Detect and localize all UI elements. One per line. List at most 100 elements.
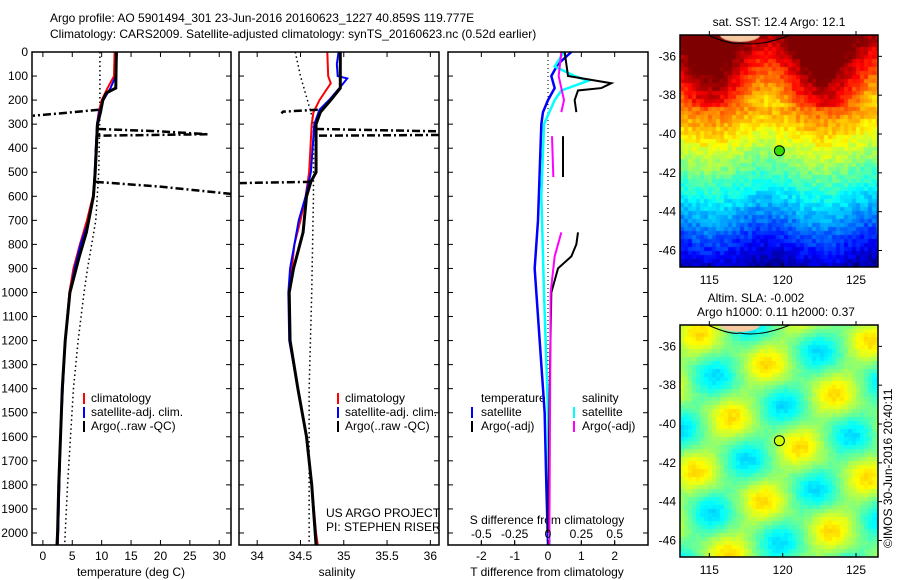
x-tick-label: 2 [611,549,618,563]
y-tick-label: 600 [8,189,28,203]
legend-swatch-satellite [83,407,85,418]
legend-swatch-t-argo [471,421,473,432]
argo-raw-spike [97,132,208,137]
diff-profile-temperature-satellite [533,51,573,546]
legend-swatch-argo [83,421,85,432]
legend-label: climatology [91,391,151,405]
map-y-tick-label: -44 [659,205,677,219]
x-tick-label: 35 [337,549,351,563]
sal-legend: climatology satellite-adj. clim. Argo(..… [337,391,437,433]
x-tick-label: 15 [124,549,138,563]
map-y-tick-label: -38 [659,378,677,392]
s-tick-label: -0.5 [471,527,492,541]
y-tick-label: 1400 [1,382,28,396]
y-tick-label: 1600 [1,430,28,444]
sal-xlabel: salinity [319,565,356,579]
map-x-tick-label: 120 [773,563,793,577]
panel-frame-1 [31,51,232,546]
coastline-contour [707,34,791,45]
x-tick-label: -1 [509,549,520,563]
argo-raw-spike [95,180,232,196]
legend-swatch-climatology [83,393,85,404]
argo-location-marker [773,435,785,447]
argo-raw-spike [239,180,311,185]
panel-frame-3 [447,51,649,546]
legend-swatch-argo [337,421,339,432]
argo-location-marker [773,145,785,157]
map-x-tick-label: 125 [846,273,866,287]
profile-argo [287,52,342,546]
coastline-contour [707,324,791,335]
x-tick-label: 5 [69,549,76,563]
argo-raw-spike [32,108,99,117]
profile-satelliteadj [56,51,118,546]
x-tick-label: 0 [545,549,552,563]
x-tick-label: 35.5 [375,549,399,563]
map-y-tick-label: -44 [659,495,677,509]
x-tick-label: -2 [476,549,487,563]
map-y-tick-label: -40 [659,127,677,141]
y-tick-label: 1300 [1,358,28,372]
y-tick-label: 1700 [1,454,28,468]
legend-swatch-climatology [337,393,339,404]
y-tick-label: 1800 [1,478,28,492]
legend-swatch-s-satellite [573,407,575,418]
legend-label: satellite [582,405,623,419]
map-x-tick-label: 115 [700,563,719,577]
profile-satelliteadj [287,51,349,546]
argo-raw-spike [316,127,440,133]
map-x-tick-label: 120 [773,273,793,287]
profile-dotted-reference [63,52,101,546]
s-tick-label: 0.5 [606,527,623,541]
map-frame [679,34,879,268]
title-line2: Climatology: CARS2009. Satellite-adjuste… [50,27,536,41]
y-tick-label: 1900 [1,502,28,516]
x-tick-label: 25 [183,549,197,563]
s-tick-label: -0.25 [501,527,529,541]
x-tick-label: 34.5 [289,549,313,563]
map-y-tick-label: -46 [659,243,677,257]
s-tick-label: 0 [545,527,552,541]
legend-label: satellite-adj. clim. [345,405,437,419]
y-tick-label: 300 [8,117,28,131]
legend-title-salinity: salinity [582,391,619,405]
y-tick-label: 700 [8,213,28,227]
title-line1: Argo profile: AO 5901494_301 23-Jun-2016… [50,11,474,25]
x-tick-label: 30 [213,549,227,563]
y-tick-label: 1500 [1,406,28,420]
map-y-tick-label: -46 [659,533,677,547]
map-frame [679,324,879,558]
y-tick-label: 100 [8,69,28,83]
y-tick-label: 800 [8,237,28,251]
sla-map-subtitle: Argo h1000: 0.11 h2000: 0.37 [697,305,855,319]
x-tick-label: 1 [578,549,585,563]
tdiff-xlabel: T difference from climatology [470,565,624,579]
temp-xlabel: temperature (deg C) [77,565,185,579]
diff-profile-salinity-argo-adj-mid [551,136,555,178]
y-tick-label: 1000 [1,285,28,299]
profile-argo [55,51,118,546]
legend-title-temperature: temperature [481,391,546,405]
x-tick-label: 0 [40,549,47,563]
x-tick-label: 10 [95,549,109,563]
y-tick-label: 1200 [1,334,28,348]
diff-profile-salinity-argo-adj- [557,51,566,113]
legend-label: satellite [481,405,522,419]
argo-raw-spike [98,127,208,136]
x-tick-label: 20 [154,549,168,563]
diff-profile-temperature-argo-adj- [563,51,615,113]
argo-raw-spike [280,108,318,115]
legend-label: Argo(-adj) [481,419,534,433]
map-y-tick-label: -36 [659,339,677,353]
profile-climatology [56,51,116,546]
map-x-tick-label: 115 [700,273,719,287]
x-tick-label: 34 [251,549,265,563]
legend-swatch-s-argo [573,421,575,432]
map-y-tick-label: -36 [659,49,677,63]
map-y-tick-label: -40 [659,417,677,431]
legend-label: Argo(-adj) [582,419,635,433]
map-x-tick-label: 125 [846,563,866,577]
s-tick-label: 0.25 [570,527,594,541]
y-tick-label: 0 [21,45,28,59]
